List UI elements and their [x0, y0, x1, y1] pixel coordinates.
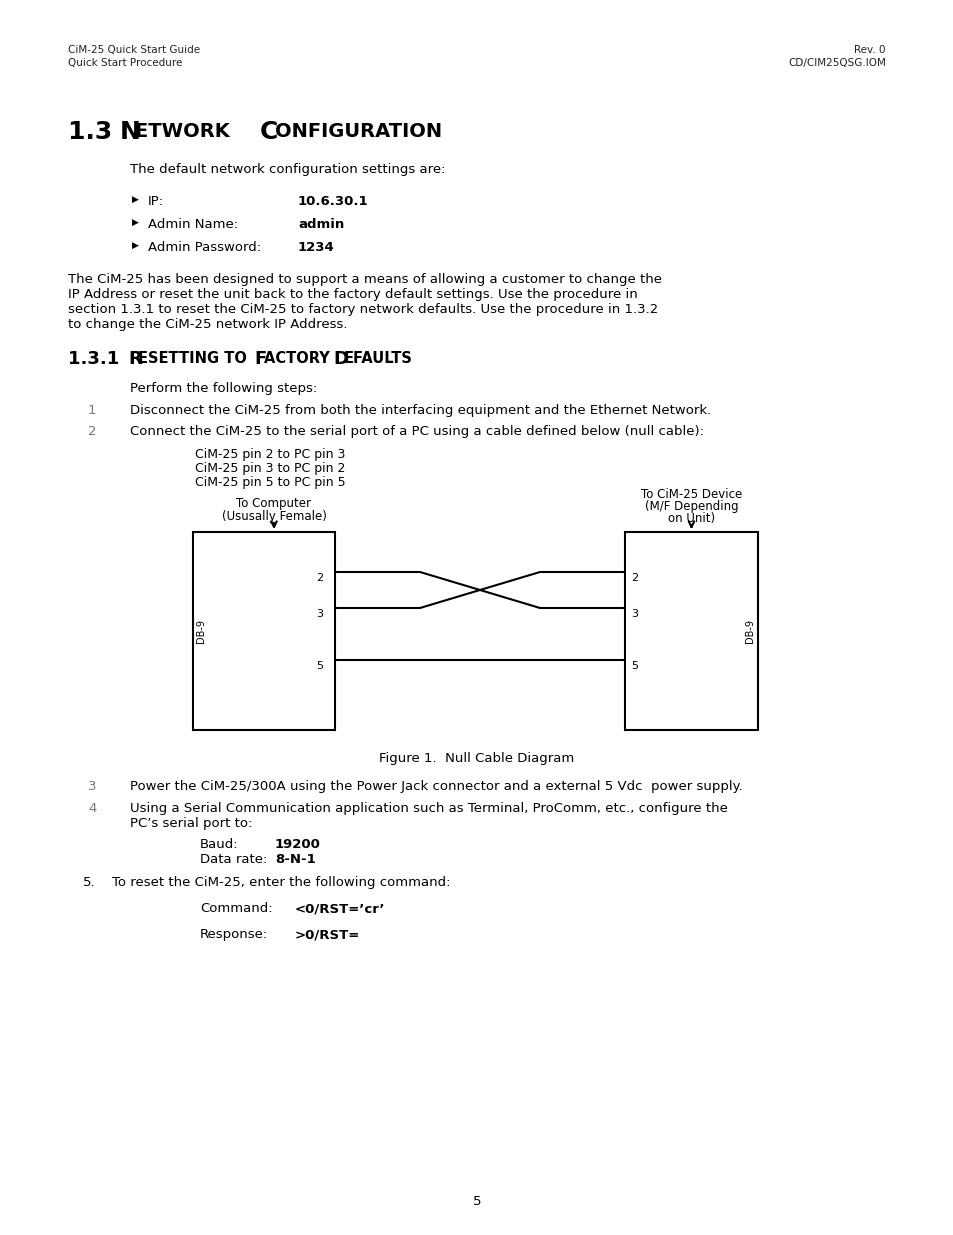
Text: IP:: IP: — [148, 195, 164, 207]
Text: ▶: ▶ — [132, 241, 139, 249]
Text: (M/F Depending: (M/F Depending — [644, 500, 738, 513]
Text: CiM-25 pin 3 to PC pin 2: CiM-25 pin 3 to PC pin 2 — [194, 462, 345, 475]
Text: ▶: ▶ — [132, 219, 139, 227]
Text: Connect the CiM-25 to the serial port of a PC using a cable defined below (null : Connect the CiM-25 to the serial port of… — [130, 425, 703, 438]
Text: F: F — [253, 350, 266, 368]
Text: DB-9: DB-9 — [195, 619, 206, 643]
Text: section 1.3.1 to reset the CiM-25 to factory network defaults. Use the procedure: section 1.3.1 to reset the CiM-25 to fac… — [68, 303, 658, 316]
Text: 2: 2 — [630, 573, 638, 583]
Text: 3: 3 — [88, 781, 96, 793]
Text: DB-9: DB-9 — [744, 619, 754, 643]
Text: on Unit): on Unit) — [667, 513, 715, 525]
Text: ▶: ▶ — [132, 195, 139, 204]
Text: admin: admin — [297, 219, 344, 231]
Text: CiM-25 pin 5 to PC pin 5: CiM-25 pin 5 to PC pin 5 — [194, 475, 345, 489]
Text: ONFIGURATION: ONFIGURATION — [274, 122, 441, 141]
Text: 10.6.30.1: 10.6.30.1 — [297, 195, 368, 207]
Text: 5.: 5. — [83, 876, 95, 889]
Text: Disconnect the CiM-25 from both the interfacing equipment and the Ethernet Netwo: Disconnect the CiM-25 from both the inte… — [130, 404, 711, 417]
Text: C: C — [260, 120, 278, 144]
Text: 1: 1 — [88, 404, 96, 417]
Text: 2: 2 — [315, 573, 323, 583]
Text: Figure 1.  Null Cable Diagram: Figure 1. Null Cable Diagram — [379, 752, 574, 764]
Text: Admin Name:: Admin Name: — [148, 219, 238, 231]
Text: 1.3.1: 1.3.1 — [68, 350, 126, 368]
Text: 3: 3 — [630, 609, 638, 619]
Text: Rev. 0: Rev. 0 — [854, 44, 885, 56]
Text: ESETTING TO: ESETTING TO — [138, 351, 252, 366]
Text: N: N — [120, 120, 141, 144]
Text: Power the CiM-25/300A using the Power Jack connector and a external 5 Vdc  power: Power the CiM-25/300A using the Power Ja… — [130, 781, 742, 793]
Text: CD/CIM25QSG.IOM: CD/CIM25QSG.IOM — [787, 58, 885, 68]
Text: To Computer: To Computer — [236, 496, 312, 510]
Text: D: D — [333, 350, 348, 368]
Text: IP Address or reset the unit back to the factory default settings. Use the proce: IP Address or reset the unit back to the… — [68, 288, 638, 301]
Text: 1234: 1234 — [297, 241, 335, 254]
Text: ETWORK: ETWORK — [135, 122, 236, 141]
Text: 2: 2 — [88, 425, 96, 438]
Bar — [624, 532, 758, 730]
Text: 5: 5 — [315, 661, 323, 671]
Text: Quick Start Procedure: Quick Start Procedure — [68, 58, 182, 68]
Text: to change the CiM-25 network IP Address.: to change the CiM-25 network IP Address. — [68, 317, 347, 331]
Text: 3: 3 — [315, 609, 323, 619]
Text: The CiM-25 has been designed to support a means of allowing a customer to change: The CiM-25 has been designed to support … — [68, 273, 661, 287]
Text: The default network configuration settings are:: The default network configuration settin… — [130, 163, 445, 177]
Text: Using a Serial Communication application such as Terminal, ProComm, etc., config: Using a Serial Communication application… — [130, 802, 727, 815]
Text: Perform the following steps:: Perform the following steps: — [130, 382, 317, 395]
Bar — [193, 532, 335, 730]
Text: To reset the CiM-25, enter the following command:: To reset the CiM-25, enter the following… — [112, 876, 450, 889]
Text: Data rate:: Data rate: — [200, 853, 267, 866]
Text: 5: 5 — [630, 661, 638, 671]
Text: Command:: Command: — [200, 902, 273, 915]
Text: 5: 5 — [473, 1195, 480, 1208]
Text: Response:: Response: — [200, 927, 268, 941]
Text: R: R — [128, 350, 142, 368]
Text: 19200: 19200 — [274, 839, 320, 851]
Text: Baud:: Baud: — [200, 839, 238, 851]
Text: 1.3: 1.3 — [68, 120, 121, 144]
Text: Admin Password:: Admin Password: — [148, 241, 261, 254]
Text: 8-N-1: 8-N-1 — [274, 853, 315, 866]
Text: CiM-25 Quick Start Guide: CiM-25 Quick Start Guide — [68, 44, 200, 56]
Text: EFAULTS: EFAULTS — [344, 351, 413, 366]
Text: (Ususally Female): (Ususally Female) — [221, 510, 326, 522]
Text: <0/RST=’cr’: <0/RST=’cr’ — [294, 902, 385, 915]
Text: ACTORY: ACTORY — [264, 351, 335, 366]
Text: CiM-25 pin 2 to PC pin 3: CiM-25 pin 2 to PC pin 3 — [194, 448, 345, 461]
Text: >0/RST=: >0/RST= — [294, 927, 360, 941]
Text: 4: 4 — [88, 802, 96, 815]
Text: To CiM-25 Device: To CiM-25 Device — [640, 488, 741, 501]
Text: PC’s serial port to:: PC’s serial port to: — [130, 818, 253, 830]
